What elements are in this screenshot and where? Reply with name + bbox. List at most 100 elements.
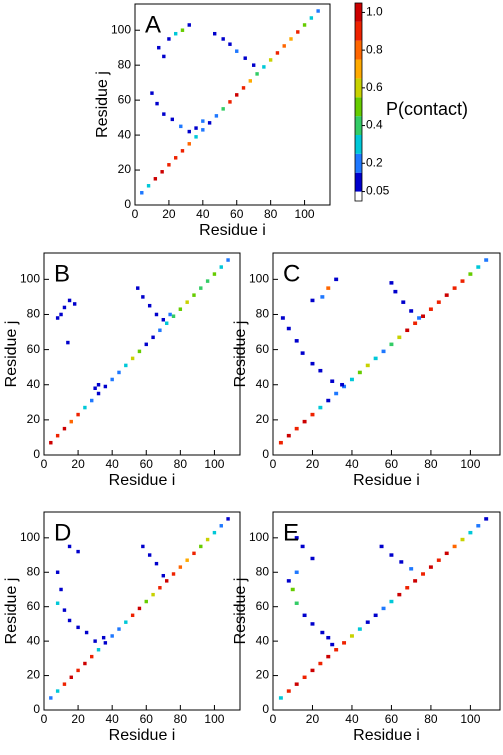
y-axis-label: Residue j — [232, 578, 249, 645]
contact-cell — [140, 191, 144, 195]
panel-label: D — [54, 519, 71, 546]
contact-cell — [428, 565, 433, 569]
contact-cell — [286, 689, 291, 693]
panel-label: A — [145, 11, 161, 38]
contact-cell — [286, 579, 291, 583]
contact-cell — [365, 620, 370, 624]
contact-cell — [228, 100, 232, 104]
contact-cell — [255, 72, 259, 76]
y-tick-label: 0 — [124, 197, 131, 211]
y-tick-label: 20 — [256, 412, 270, 426]
contact-cell — [62, 426, 67, 431]
y-tick-label: 80 — [27, 307, 41, 321]
contact-cell — [144, 599, 148, 604]
x-tick-label: 40 — [345, 712, 359, 726]
contact-cell — [205, 279, 210, 283]
plot-frame — [134, 3, 331, 206]
contact-cell — [300, 544, 305, 549]
contact-cell — [207, 121, 212, 125]
contact-cell — [187, 142, 191, 146]
contact-cell — [389, 281, 394, 285]
contact-cell — [171, 572, 176, 576]
contact-cell — [174, 31, 178, 36]
contact-cell — [55, 433, 60, 438]
contact-cell — [55, 316, 60, 320]
contact-cell — [93, 386, 97, 391]
contact-cell — [165, 321, 169, 326]
colorbar-band — [355, 21, 362, 41]
contact-cell — [49, 696, 53, 700]
contact-cell — [76, 549, 80, 554]
contact-cell — [294, 536, 299, 540]
contact-cell — [302, 419, 307, 424]
y-axis-label: Residue j — [3, 321, 20, 388]
contact-cell — [452, 544, 457, 549]
contact-cell — [199, 544, 203, 549]
y-tick-label: 0 — [262, 702, 269, 716]
contact-cell — [413, 321, 418, 326]
x-tick-label: 60 — [385, 457, 399, 471]
x-tick-label: 60 — [385, 712, 399, 726]
contact-cell — [219, 265, 223, 269]
x-axis-label: Residue i — [199, 222, 266, 239]
contact-cell — [302, 675, 307, 680]
contact-cell — [194, 135, 198, 139]
contact-cell — [83, 661, 87, 666]
contact-cell — [153, 177, 158, 181]
contact-cell — [381, 606, 386, 611]
contact-cell — [436, 300, 441, 304]
contact-cell — [55, 601, 60, 605]
x-tick-label: 0 — [270, 712, 277, 726]
x-tick-label: 80 — [264, 207, 278, 221]
contact-cell — [55, 689, 60, 693]
contact-cell — [101, 635, 106, 640]
contact-cell — [235, 93, 239, 97]
contact-cell — [468, 272, 473, 276]
y-axis-label: Residue j — [3, 578, 20, 645]
contact-cell — [302, 23, 307, 27]
x-tick-label: 0 — [132, 207, 139, 221]
x-tick-label: 100 — [295, 207, 315, 221]
contact-cell — [397, 335, 402, 340]
contact-cell — [154, 561, 159, 566]
x-tick-label: 100 — [460, 457, 480, 471]
x-axis-label: Residue i — [353, 727, 420, 744]
y-tick-label: 40 — [27, 633, 41, 647]
contact-cell — [326, 654, 331, 659]
contact-cell — [103, 384, 108, 389]
contact-cell — [330, 642, 335, 647]
contact-cell — [147, 553, 152, 557]
y-tick-label: 60 — [118, 92, 132, 106]
colorbar-tick-label: 0.2 — [366, 155, 383, 169]
colorbar-frame — [354, 2, 363, 202]
y-tick-label: 80 — [256, 564, 270, 578]
contact-cell — [165, 579, 169, 583]
contact-cell — [484, 517, 489, 521]
contact-cell — [417, 316, 422, 320]
colorbar-tick-label: 0.4 — [366, 118, 383, 132]
colorbar-band — [355, 153, 362, 173]
colorbar-band — [355, 59, 362, 79]
contact-cell — [212, 530, 217, 535]
contact-cell — [318, 405, 323, 410]
plot-frame — [43, 511, 241, 711]
contact-cell — [187, 23, 191, 27]
contact-cell — [326, 398, 331, 403]
contact-cell — [421, 572, 425, 576]
y-tick-label: 40 — [256, 377, 270, 391]
x-axis-label: Residue i — [109, 727, 176, 744]
contact-cell — [221, 37, 225, 41]
contact-cell — [357, 370, 362, 375]
contact-cell — [405, 586, 410, 590]
contact-cell — [167, 37, 171, 41]
contact-cell — [241, 86, 246, 90]
y-tick-label: 40 — [118, 127, 132, 141]
x-tick-label: 60 — [140, 457, 154, 471]
y-tick-label: 0 — [262, 447, 269, 461]
contact-cell — [194, 126, 198, 130]
contact-cell — [168, 312, 172, 317]
contact-cell — [409, 309, 414, 313]
contact-cell — [393, 289, 398, 294]
contact-cell — [180, 149, 185, 153]
y-tick-label: 20 — [118, 162, 132, 176]
